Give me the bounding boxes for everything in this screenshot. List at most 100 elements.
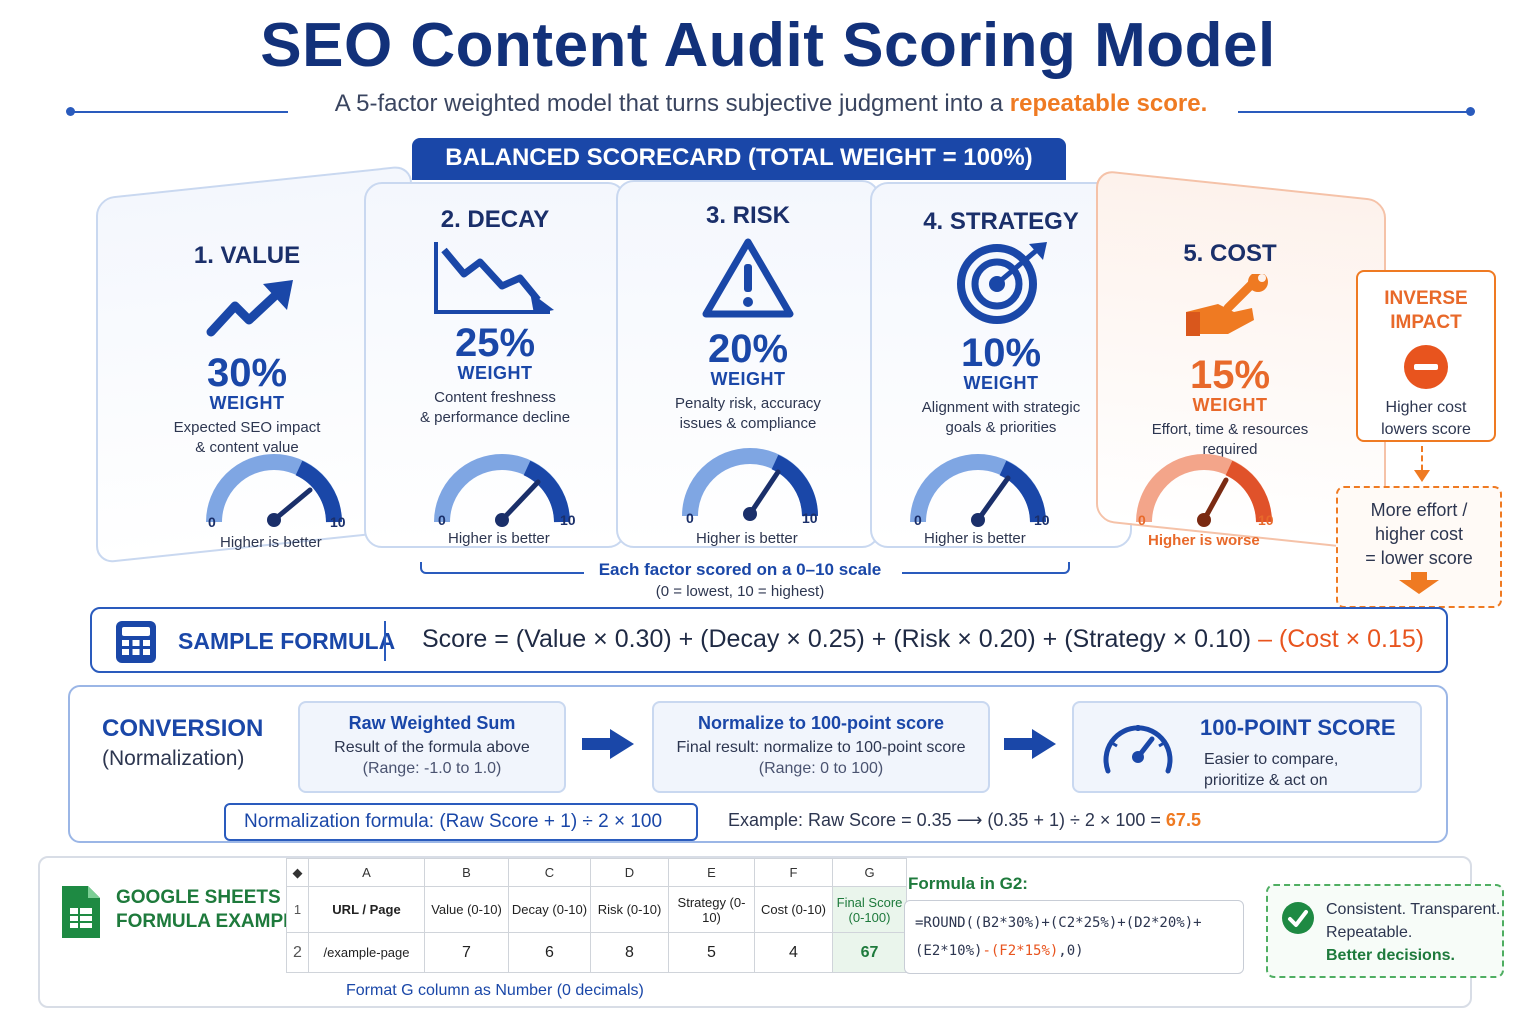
col-header-d[interactable]: D [590, 858, 669, 887]
value-gauge-min: 0 [208, 514, 216, 530]
risk-title: 3. RISK [705, 202, 791, 229]
col-header-b[interactable]: B [424, 858, 509, 887]
cell-d2[interactable]: 8 [590, 932, 669, 973]
step1-title: Raw Weighted Sum [348, 713, 516, 733]
cell-e1[interactable]: Strategy (0-10) [668, 886, 755, 933]
risk-weight-label: WEIGHT [710, 369, 786, 389]
cell-f2[interactable]: 4 [754, 932, 833, 973]
col-header-a[interactable]: A [308, 858, 425, 887]
subtitle: A 5-factor weighted model that turns sub… [296, 90, 1246, 118]
arrow-right-icon [582, 729, 634, 759]
g2-formula-box: =ROUND((B2*30%)+(C2*25%)+(D2*20%)+ (E2*1… [904, 900, 1244, 974]
cell-c1[interactable]: Decay (0-10) [508, 886, 591, 933]
scale-bracket-gap [584, 556, 902, 580]
sheets-label-2: FORMULA EXAMPLE [116, 911, 308, 932]
cost-gauge-min: 0 [1138, 512, 1146, 528]
strategy-gauge [910, 454, 1046, 527]
value-note: Higher is better [220, 534, 322, 551]
step2-range: (Range: 0 to 100) [758, 760, 884, 777]
cell-d1[interactable]: Risk (0-10) [590, 886, 669, 933]
col-header-f[interactable]: F [754, 858, 833, 887]
trend-up-icon [206, 280, 293, 337]
risk-note: Higher is better [696, 530, 798, 547]
cost-gauge-max: 10 [1258, 512, 1274, 528]
row-number-1[interactable]: 1 [286, 886, 309, 933]
cell-a1[interactable]: URL / Page [308, 886, 425, 933]
trend-down-icon [434, 242, 554, 314]
cost-weight-label: WEIGHT [1192, 395, 1268, 415]
cell-c2[interactable]: 6 [508, 932, 591, 973]
decay-desc-2: & performance decline [419, 409, 571, 426]
strategy-desc-2: goals & priorities [945, 419, 1057, 436]
subtitle-highlight: repeatable score. [1009, 90, 1208, 117]
value-gauge-max: 10 [330, 514, 346, 530]
g2-formula-line-2a: (E2*10%) [915, 943, 983, 959]
inverse-desc-1: Higher cost [1385, 399, 1467, 416]
value-desc-1: Expected SEO impact [173, 419, 321, 436]
warning-icon [702, 238, 794, 318]
cell-g1[interactable]: Final Score (0-100) [832, 886, 907, 933]
strategy-desc-1: Alignment with strategic [921, 399, 1081, 416]
cost-gauge [1136, 454, 1272, 527]
value-pct: 30% [206, 351, 288, 395]
grid-corner: ◆ [286, 858, 309, 887]
risk-gauge-max: 10 [802, 510, 818, 526]
cell-b2[interactable]: 7 [424, 932, 509, 973]
row-number-2[interactable]: 2 [286, 932, 309, 973]
scale-subtext: (0 = lowest, 10 = highest) [655, 583, 825, 600]
cell-b1[interactable]: Value (0-10) [424, 886, 509, 933]
example-text: Example: Raw Score = 0.35 ⟶ (0.35 + 1) ÷… [728, 810, 1166, 830]
subtitle-right-line [1238, 111, 1470, 113]
benefit-line-1: Consistent. Transparent. [1326, 901, 1501, 918]
check-icon [1282, 902, 1314, 934]
decay-gauge-min: 0 [438, 512, 446, 528]
google-sheets-icon [62, 886, 100, 938]
spreadsheet-grid: ◆ A B C D E F G 1 URL / Page Value (0-10… [286, 858, 907, 973]
cost-pct: 15% [1189, 353, 1271, 397]
benefits-box: Consistent. Transparent. Repeatable. Bette… [1266, 884, 1504, 978]
cost-desc-2: required [1202, 441, 1258, 458]
cell-f1[interactable]: Cost (0-10) [754, 886, 833, 933]
cell-g2[interactable]: 67 [832, 932, 907, 973]
step3-desc-2: prioritize & act on [1204, 772, 1328, 789]
effort-line-3: = lower score [1365, 548, 1473, 568]
risk-desc-1: Penalty risk, accuracy [675, 395, 821, 412]
formula-main: Score = (Value × 0.30) + (Decay × 0.25) … [422, 625, 1259, 653]
conversion-title: CONVERSION [102, 715, 264, 742]
strategy-weight-label: WEIGHT [963, 373, 1039, 393]
risk-gauge-min: 0 [686, 510, 694, 526]
inverse-title-1: INVERSE [1384, 288, 1468, 309]
format-note: Format G column as Number (0 decimals) [346, 982, 644, 999]
step1-desc: Result of the formula above [334, 739, 530, 756]
step2-title: Normalize to 100-point score [697, 713, 945, 733]
g2-formula-line-2c: ,0) [1058, 943, 1084, 959]
value-card: 1. VALUE 30% WEIGHT Expected SEO impact &… [96, 198, 412, 564]
inverse-title-2: IMPACT [1390, 312, 1462, 333]
effort-line-1: More effort / [1370, 500, 1468, 520]
step2-desc: Final result: normalize to 100-point sco… [676, 739, 966, 756]
cell-a2[interactable]: /example-page [308, 932, 425, 973]
col-header-c[interactable]: C [508, 858, 591, 887]
cost-card: 5. COST 15% WEIGHT Effort, time & resour… [1096, 200, 1364, 552]
speedometer-icon [1103, 725, 1173, 774]
col-header-g[interactable]: G [832, 858, 907, 887]
col-header-e[interactable]: E [668, 858, 755, 887]
example-result: 67.5 [1165, 810, 1201, 830]
value-weight-label: WEIGHT [209, 393, 285, 413]
decay-weight-label: WEIGHT [457, 363, 533, 383]
effort-note-box: More effort / higher cost = lower score [1336, 486, 1502, 608]
target-icon [957, 242, 1047, 324]
step1-range: (Range: -1.0 to 1.0) [362, 760, 502, 777]
down-arrow-icon [1399, 572, 1439, 594]
value-desc-2: & content value [195, 439, 299, 456]
calculator-icon [116, 621, 156, 663]
cost-desc-1: Effort, time & resources [1151, 421, 1309, 438]
subtitle-text: A 5-factor weighted model that turns sub… [334, 90, 1010, 117]
decay-note: Higher is better [448, 530, 550, 547]
inverse-impact-box: INVERSE IMPACT Higher cost lowers score [1356, 270, 1496, 442]
cell-e2[interactable]: 5 [668, 932, 755, 973]
subtitle-left-line [72, 111, 288, 113]
strategy-title: 4. STRATEGY [923, 208, 1079, 235]
conversion-subtitle: (Normalization) [102, 747, 245, 770]
decay-pct: 25% [454, 321, 536, 365]
